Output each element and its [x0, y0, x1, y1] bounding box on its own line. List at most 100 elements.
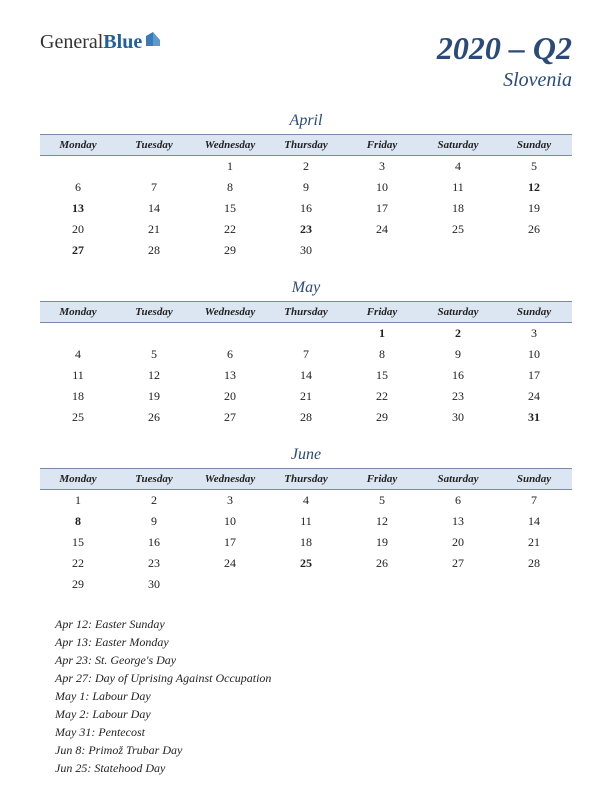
day-cell: 4: [40, 344, 116, 365]
day-cell: 24: [496, 386, 572, 407]
day-cell: 18: [420, 198, 496, 219]
day-cell: 21: [116, 219, 192, 240]
day-cell: [420, 574, 496, 595]
day-cell: 27: [420, 553, 496, 574]
subtitle: Slovenia: [437, 69, 572, 92]
holiday-item: May 1: Labour Day: [55, 687, 572, 705]
day-cell: 21: [268, 386, 344, 407]
table-row: 11121314151617: [40, 365, 572, 386]
day-header: Monday: [40, 469, 116, 490]
day-cell: 13: [40, 198, 116, 219]
table-row: 45678910: [40, 344, 572, 365]
day-cell: [40, 156, 116, 178]
day-cell: 16: [268, 198, 344, 219]
day-cell: 23: [116, 553, 192, 574]
day-cell: 18: [268, 532, 344, 553]
day-header: Saturday: [420, 302, 496, 323]
day-cell: [116, 156, 192, 178]
day-cell: 20: [40, 219, 116, 240]
day-header: Thursday: [268, 302, 344, 323]
day-cell: 15: [192, 198, 268, 219]
day-cell: 2: [116, 490, 192, 512]
day-cell: 29: [40, 574, 116, 595]
day-cell: 9: [420, 344, 496, 365]
day-cell: 7: [496, 490, 572, 512]
day-cell: 3: [496, 323, 572, 345]
main-title: 2020 – Q2: [437, 30, 572, 67]
day-cell: 17: [192, 532, 268, 553]
day-cell: 10: [344, 177, 420, 198]
day-header: Sunday: [496, 135, 572, 156]
day-cell: 12: [116, 365, 192, 386]
day-cell: 20: [192, 386, 268, 407]
day-cell: 27: [192, 407, 268, 428]
day-cell: 14: [116, 198, 192, 219]
day-cell: 22: [192, 219, 268, 240]
logo-icon: [144, 30, 162, 54]
day-cell: 5: [344, 490, 420, 512]
day-header: Friday: [344, 302, 420, 323]
holiday-list: Apr 12: Easter SundayApr 13: Easter Mond…: [40, 615, 572, 777]
page-header: GeneralBlue 2020 – Q2 Slovenia: [40, 30, 572, 92]
holiday-item: Apr 13: Easter Monday: [55, 633, 572, 651]
table-row: 6789101112: [40, 177, 572, 198]
day-cell: 25: [268, 553, 344, 574]
day-header: Thursday: [268, 469, 344, 490]
day-cell: 19: [496, 198, 572, 219]
day-cell: 16: [420, 365, 496, 386]
day-cell: 27: [40, 240, 116, 261]
month-name: April: [40, 112, 572, 130]
day-cell: 11: [420, 177, 496, 198]
holiday-item: May 31: Pentecost: [55, 723, 572, 741]
day-header: Sunday: [496, 469, 572, 490]
day-cell: 17: [344, 198, 420, 219]
day-cell: 11: [40, 365, 116, 386]
day-cell: 24: [344, 219, 420, 240]
month-block: AprilMondayTuesdayWednesdayThursdayFrida…: [40, 112, 572, 261]
month-block: JuneMondayTuesdayWednesdayThursdayFriday…: [40, 446, 572, 595]
day-cell: 13: [420, 511, 496, 532]
day-cell: [192, 323, 268, 345]
day-cell: [192, 574, 268, 595]
day-cell: [268, 574, 344, 595]
day-cell: 8: [344, 344, 420, 365]
holiday-item: Jun 8: Primož Trubar Day: [55, 741, 572, 759]
day-cell: [420, 240, 496, 261]
month-name: May: [40, 279, 572, 297]
table-row: 22232425262728: [40, 553, 572, 574]
table-row: 2930: [40, 574, 572, 595]
day-cell: 30: [268, 240, 344, 261]
day-cell: 23: [268, 219, 344, 240]
day-cell: 8: [192, 177, 268, 198]
day-cell: 13: [192, 365, 268, 386]
table-row: 891011121314: [40, 511, 572, 532]
day-cell: [40, 323, 116, 345]
day-cell: 25: [40, 407, 116, 428]
day-cell: [344, 574, 420, 595]
table-row: 18192021222324: [40, 386, 572, 407]
day-header: Thursday: [268, 135, 344, 156]
day-cell: 19: [116, 386, 192, 407]
day-cell: 29: [192, 240, 268, 261]
day-cell: [268, 323, 344, 345]
day-cell: 23: [420, 386, 496, 407]
holiday-item: Apr 12: Easter Sunday: [55, 615, 572, 633]
day-cell: 8: [40, 511, 116, 532]
day-cell: 15: [40, 532, 116, 553]
day-cell: 14: [268, 365, 344, 386]
day-cell: 25: [420, 219, 496, 240]
day-cell: 22: [40, 553, 116, 574]
day-cell: 31: [496, 407, 572, 428]
day-cell: 22: [344, 386, 420, 407]
holiday-item: Apr 23: St. George's Day: [55, 651, 572, 669]
day-header: Saturday: [420, 469, 496, 490]
day-header: Friday: [344, 469, 420, 490]
day-cell: 18: [40, 386, 116, 407]
day-cell: 17: [496, 365, 572, 386]
day-cell: 2: [268, 156, 344, 178]
day-header: Wednesday: [192, 302, 268, 323]
day-cell: 16: [116, 532, 192, 553]
day-cell: 11: [268, 511, 344, 532]
day-cell: 20: [420, 532, 496, 553]
day-cell: 10: [496, 344, 572, 365]
